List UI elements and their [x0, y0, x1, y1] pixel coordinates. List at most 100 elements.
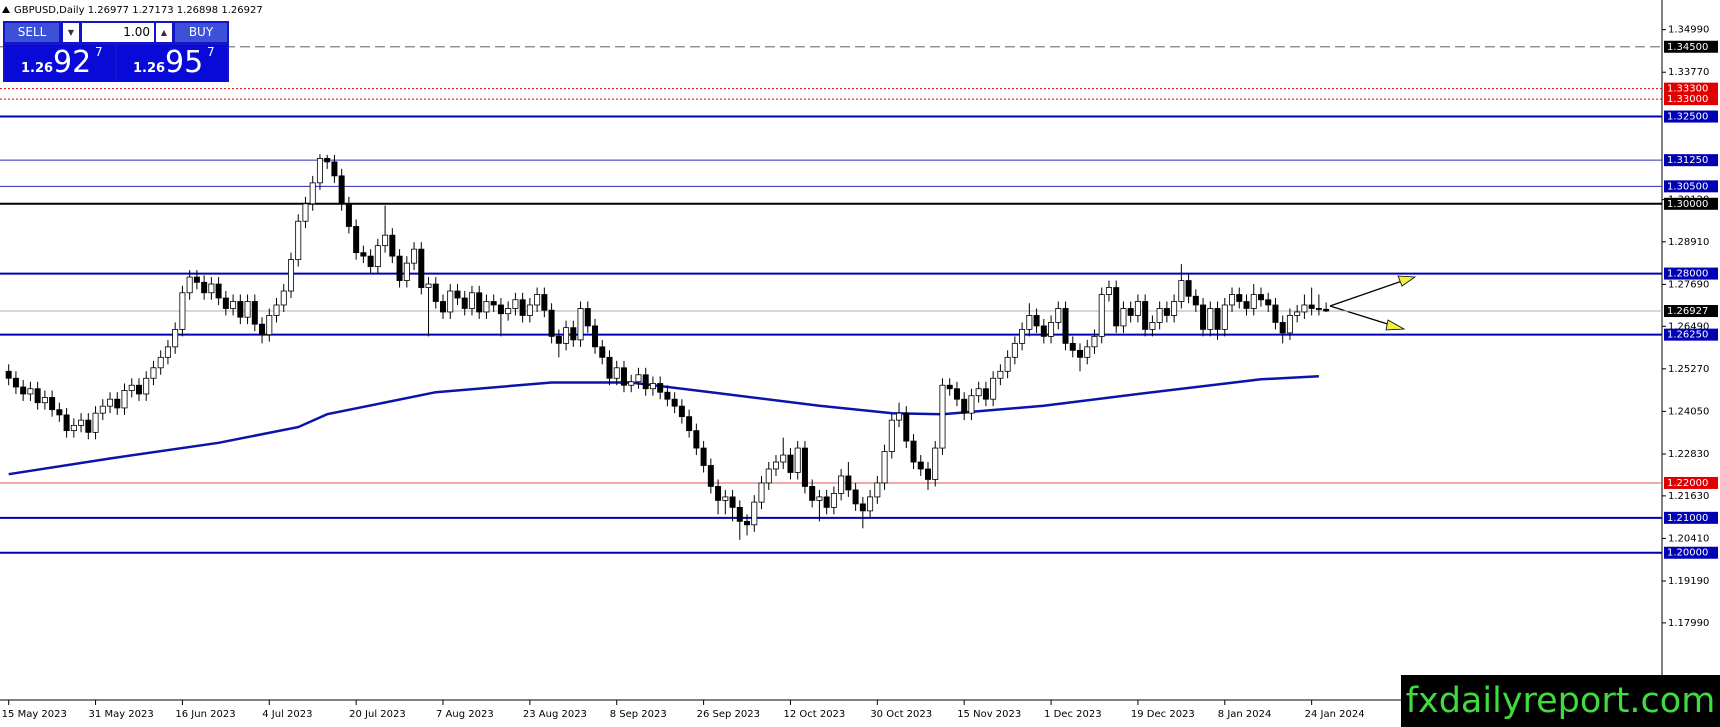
- candle-body: [722, 496, 729, 501]
- candle-body: [1214, 308, 1221, 330]
- candle-body: [418, 248, 425, 288]
- chart-header: GBPUSD,Daily 1.26977 1.27173 1.26898 1.2…: [14, 5, 263, 16]
- close: 1.26927: [221, 5, 262, 16]
- candle-body: [251, 301, 258, 325]
- y-tick-label: 1.28910: [1668, 237, 1709, 248]
- watermark: fxdailyreport.com: [1401, 675, 1720, 727]
- candle-body: [990, 377, 997, 400]
- candle-body: [577, 308, 584, 341]
- candle-body: [208, 283, 215, 294]
- candle-body: [324, 158, 331, 163]
- x-tick-label: 30 Oct 2023: [870, 709, 932, 720]
- candle-body: [664, 391, 671, 400]
- candle-body: [273, 304, 280, 316]
- candle-body: [63, 414, 70, 432]
- candle-body: [1250, 294, 1257, 309]
- level-box: [1664, 110, 1718, 123]
- candle-body: [715, 486, 722, 501]
- sell-button[interactable]: SELL: [5, 23, 59, 42]
- high: 1.27173: [132, 5, 173, 16]
- y-tick-label: 1.21630: [1668, 491, 1709, 502]
- candle-body: [1243, 301, 1250, 309]
- candle-body: [49, 397, 56, 411]
- candle-body: [201, 281, 208, 294]
- candle-body: [12, 377, 19, 388]
- candle-body: [613, 367, 620, 379]
- candle-body: [519, 299, 526, 316]
- arrow-up: [1329, 279, 1406, 307]
- candle-body: [338, 175, 345, 205]
- candle-body: [534, 294, 541, 306]
- y-tick-label: 1.19190: [1668, 576, 1709, 587]
- buy-price[interactable]: 1.26 95 7: [117, 45, 227, 81]
- candle-body: [1004, 356, 1011, 372]
- candle-body: [678, 405, 685, 418]
- candle-body: [114, 398, 121, 409]
- candle-body: [454, 290, 461, 299]
- forecast-arrows: [1329, 275, 1417, 331]
- candle-body: [620, 367, 627, 386]
- candle-body: [845, 475, 852, 491]
- level-label: 1.28000: [1667, 269, 1708, 280]
- candle-body: [1091, 335, 1098, 348]
- level-box: [1664, 82, 1718, 95]
- collapse-icon[interactable]: [2, 6, 10, 13]
- level-box: [1664, 154, 1718, 167]
- candle-body: [483, 301, 490, 313]
- candle-body: [1163, 308, 1170, 316]
- level-label: 1.20000: [1667, 548, 1708, 559]
- candle-body: [78, 419, 85, 426]
- candle-body: [671, 398, 678, 407]
- candle-body: [700, 447, 707, 466]
- candle-body: [874, 482, 881, 498]
- candle-body: [982, 388, 989, 400]
- candle-body: [1011, 342, 1018, 358]
- candle-body: [903, 412, 910, 442]
- candle-body: [1185, 280, 1192, 297]
- candle-body: [121, 390, 128, 409]
- candle-body: [635, 374, 642, 383]
- candle-body: [164, 346, 171, 358]
- one-click-trading-panel: SELL ▼ 1.00 ▲ BUY 1.26 92 7 1.26 95 7: [3, 21, 229, 82]
- arrow-head: [1385, 319, 1406, 331]
- sell-price[interactable]: 1.26 92 7: [5, 45, 115, 81]
- candle-body: [1062, 308, 1069, 344]
- candle-body: [867, 496, 874, 512]
- candle-body: [997, 370, 1004, 379]
- candle-body: [259, 323, 266, 336]
- lot-decrease[interactable]: ▼: [63, 23, 79, 42]
- candle-body: [309, 182, 316, 205]
- candle-body: [772, 461, 779, 470]
- y-tick-label: 1.26490: [1668, 321, 1709, 332]
- low: 1.26898: [177, 5, 218, 16]
- candle-body: [838, 475, 845, 494]
- lot-input[interactable]: 1.00: [82, 23, 154, 42]
- price-main: 95: [165, 45, 204, 80]
- candle-body: [823, 496, 830, 508]
- candle-body: [1134, 301, 1141, 316]
- candle-body: [360, 252, 367, 257]
- candle-body: [411, 248, 418, 264]
- candle-body: [396, 255, 403, 281]
- candle-body: [447, 290, 454, 313]
- x-tick-label: 15 May 2023: [2, 709, 67, 720]
- candle-body: [968, 395, 975, 414]
- candle-body: [649, 383, 656, 390]
- candle-body: [975, 388, 982, 397]
- candle-body: [1127, 308, 1134, 316]
- candle-body: [729, 496, 736, 508]
- candle-body: [1084, 346, 1091, 358]
- candle-body: [592, 325, 599, 348]
- candle-body: [382, 234, 389, 247]
- candle-body: [1040, 325, 1047, 337]
- level-label: 1.31250: [1667, 155, 1708, 166]
- candle-body: [910, 440, 917, 463]
- buy-button[interactable]: BUY: [175, 23, 227, 42]
- candle-body: [34, 388, 41, 404]
- candle-body: [917, 461, 924, 470]
- lot-increase[interactable]: ▲: [156, 23, 172, 42]
- candle-body: [150, 367, 157, 379]
- candle-body: [953, 388, 960, 400]
- candle-body: [1265, 299, 1272, 306]
